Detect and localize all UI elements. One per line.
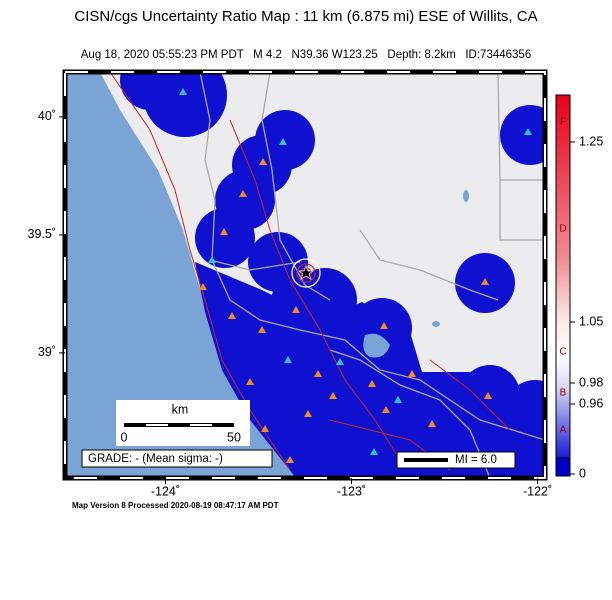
subtitle: Aug 18, 2020 05:55:23 PM PDT M 4.2 N39.3… [81,49,531,61]
colorbar-low-band [555,457,571,477]
colorbar-label: 1.25 [579,134,603,148]
y-tick-label: 39.5˚ [28,227,57,241]
colorbar-label: 0 [579,466,586,480]
scale-label: 0 [121,430,128,444]
scale-unit: km [172,402,189,416]
intensity-legend-text: MI = 6.0 [455,454,497,466]
grade-box [81,449,273,468]
y-tick-label: 40˚ [38,109,56,123]
colorbar-label: 1.05 [579,314,603,328]
title: CISN/cgs Uncertainty Ratio Map : 11 km (… [74,8,537,25]
scale-label: 50 [227,430,241,444]
colorbar-letter: B [560,388,567,399]
colorbar-letter: D [559,224,566,235]
ocean [65,72,298,478]
scale-box: km 0 50 [116,400,250,446]
intensity-legend-line [404,458,448,462]
x-tick-label: -124˚ [151,484,180,498]
epicenter [291,258,321,288]
colorbar-label: 0.98 [579,375,603,389]
roads [199,72,545,478]
colorbar-letter: C [559,347,566,358]
lakes [363,190,469,358]
stations [179,88,532,463]
colorbar-gradient [555,94,571,459]
footer: Map Version 8 Processed 2020-08-19 08:47… [72,501,279,510]
colorbar-letter: A [560,425,567,436]
scale-bar-segment [146,424,168,426]
axis-ticks: -124˚ -123˚ -122˚ 40˚ 39.5˚ 39˚ [28,109,553,498]
scale-bar-segment [190,424,212,426]
intensity-legend-box [396,451,516,469]
colorbar: 1.25 1.05 0.98 0.96 0 F D C B A [555,94,603,480]
scale-bar [124,423,234,427]
x-tick-label: -122˚ [523,484,552,498]
colorbar-letter: F [560,117,566,128]
y-tick-label: 39˚ [38,345,56,359]
colorbar-label: 0.96 [579,396,603,410]
uncertainty-regions [120,72,545,478]
grade-text: GRADE: - (Mean sigma: -) [88,453,223,465]
x-tick-label: -123˚ [337,484,366,498]
map-frame-pattern [64,71,546,479]
